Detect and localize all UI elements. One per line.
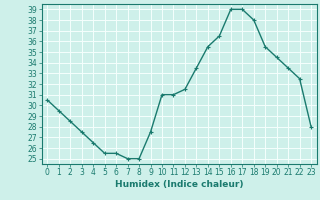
X-axis label: Humidex (Indice chaleur): Humidex (Indice chaleur) (115, 180, 244, 189)
